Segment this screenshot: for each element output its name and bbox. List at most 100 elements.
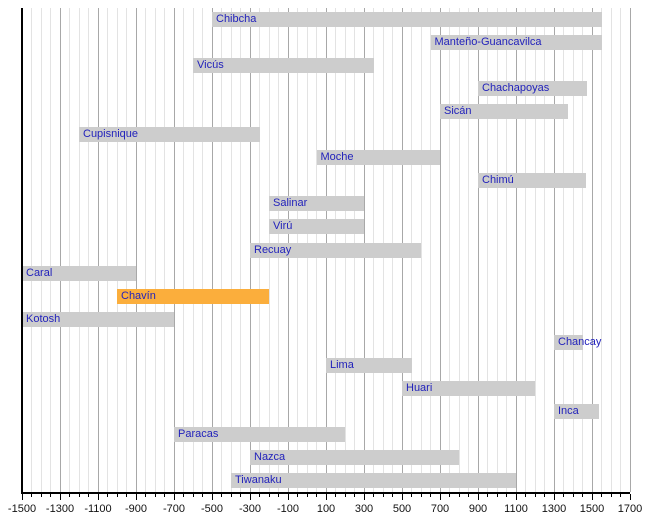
axis-tick-minor bbox=[430, 494, 431, 497]
axis-tick-label: -500 bbox=[200, 503, 224, 515]
gridline-minor bbox=[563, 8, 564, 492]
y-axis-line bbox=[21, 8, 23, 494]
axis-tick-label: -1300 bbox=[45, 503, 75, 515]
axis-tick-minor bbox=[50, 494, 51, 497]
axis-tick-minor bbox=[534, 494, 536, 497]
culture-label-chavi-n[interactable]: Chavín bbox=[121, 289, 156, 302]
culture-label-tiwanaku[interactable]: Tiwanaku bbox=[235, 473, 282, 486]
axis-tick-minor bbox=[297, 494, 298, 497]
gridline-minor bbox=[154, 8, 156, 492]
timeline-bar-kotosh: Kotosh bbox=[22, 311, 174, 327]
gridline-minor bbox=[496, 8, 498, 492]
axis-tick-minor bbox=[335, 494, 336, 497]
axis-tick-label: 1100 bbox=[504, 503, 528, 515]
timeline-bar-vicu-s: Vicús bbox=[193, 58, 374, 74]
gridline-major bbox=[629, 8, 631, 492]
timeline-bar-lima: Lima bbox=[326, 357, 412, 373]
gridline-major bbox=[211, 8, 213, 492]
axis-tick-minor bbox=[316, 494, 317, 497]
gridline-minor bbox=[458, 8, 460, 492]
axis-tick-minor bbox=[458, 494, 460, 497]
gridline-minor bbox=[221, 8, 222, 492]
gridline-minor bbox=[620, 8, 621, 492]
axis-tick-major bbox=[591, 494, 593, 500]
gridline-minor bbox=[601, 8, 602, 492]
axis-tick-minor bbox=[620, 494, 621, 497]
culture-label-chibcha[interactable]: Chibcha bbox=[216, 13, 257, 26]
culture-label-paracas[interactable]: Paracas bbox=[178, 427, 219, 440]
axis-tick-minor bbox=[202, 494, 203, 497]
axis-tick-minor bbox=[506, 494, 507, 497]
gridline-minor bbox=[487, 8, 488, 492]
axis-tick-minor bbox=[344, 494, 346, 497]
culture-label-cupisnique[interactable]: Cupisnique bbox=[83, 128, 139, 141]
timeline-bar-sica-n: Sicán bbox=[440, 104, 569, 120]
gridline-major bbox=[97, 8, 99, 492]
culture-label-kotosh[interactable]: Kotosh bbox=[26, 312, 61, 325]
gridline-major bbox=[515, 8, 517, 492]
culture-label-lima[interactable]: Lima bbox=[330, 358, 354, 371]
culture-label-moche[interactable]: Moche bbox=[320, 151, 354, 164]
axis-tick-minor bbox=[268, 494, 270, 497]
axis-tick-major bbox=[135, 494, 137, 500]
axis-tick-label: 700 bbox=[430, 503, 450, 515]
axis-tick-minor bbox=[192, 494, 194, 497]
timeline-bar-huari: Huari bbox=[402, 380, 535, 396]
gridline-minor bbox=[534, 8, 536, 492]
gridline-minor bbox=[50, 8, 51, 492]
culture-label-manten-o-guancavilca[interactable]: Manteño-Guancavilca bbox=[434, 36, 542, 49]
culture-label-sica-n[interactable]: Sicán bbox=[444, 105, 472, 118]
gridline-minor bbox=[164, 8, 165, 492]
axis-tick-minor bbox=[116, 494, 118, 497]
culture-label-inca[interactable]: Inca bbox=[558, 404, 579, 417]
axis-tick-label: -100 bbox=[276, 503, 300, 515]
culture-label-nazca[interactable]: Nazca bbox=[254, 450, 286, 463]
axis-tick-major bbox=[439, 494, 441, 500]
axis-tick-minor bbox=[610, 494, 612, 497]
axis-tick-label: 900 bbox=[468, 503, 488, 515]
axis-tick-major bbox=[59, 494, 61, 500]
culture-label-huari[interactable]: Huari bbox=[406, 381, 433, 394]
culture-label-caral[interactable]: Caral bbox=[26, 266, 53, 279]
axis-tick-minor bbox=[306, 494, 308, 497]
axis-tick-minor bbox=[145, 494, 146, 497]
timeline-bar-viru: Virú bbox=[269, 219, 364, 235]
axis-tick-major bbox=[249, 494, 251, 500]
axis-tick-minor bbox=[582, 494, 583, 497]
culture-label-chachapoyas[interactable]: Chachapoyas bbox=[482, 82, 550, 95]
gridline-minor bbox=[31, 8, 32, 492]
timeline-bar-chibcha: Chibcha bbox=[212, 12, 602, 28]
axis-tick-minor bbox=[240, 494, 241, 497]
gridline-major bbox=[59, 8, 61, 492]
timeline-bar-paracas: Paracas bbox=[174, 426, 345, 442]
axis-tick-label: 500 bbox=[392, 503, 412, 515]
axis-tick-minor bbox=[487, 494, 488, 497]
culture-label-viru[interactable]: Virú bbox=[273, 220, 293, 233]
gridline-minor bbox=[202, 8, 203, 492]
axis-tick-label: 1300 bbox=[541, 503, 567, 515]
gridline-minor bbox=[449, 8, 450, 492]
axis-tick-minor bbox=[278, 494, 279, 497]
culture-label-recuay[interactable]: Recuay bbox=[254, 243, 292, 256]
axis-tick-minor bbox=[449, 494, 450, 497]
gridline-major bbox=[135, 8, 137, 492]
culture-label-chancay[interactable]: Chancay bbox=[558, 335, 602, 348]
timeline-bar-salinar: Salinar bbox=[269, 196, 364, 212]
gridline-minor bbox=[88, 8, 89, 492]
axis-tick-minor bbox=[373, 494, 374, 497]
axis-tick-minor bbox=[420, 494, 422, 497]
culture-label-vicu-s[interactable]: Vicús bbox=[197, 59, 224, 72]
timeline-bar-tiwanaku: Tiwanaku bbox=[231, 472, 516, 488]
axis-tick-major bbox=[477, 494, 479, 500]
axis-tick-minor bbox=[544, 494, 545, 497]
axis-tick-major bbox=[401, 494, 403, 500]
culture-label-salinar[interactable]: Salinar bbox=[273, 197, 308, 210]
culture-label-chimu[interactable]: Chimú bbox=[482, 174, 514, 187]
gridline-minor bbox=[126, 8, 127, 492]
axis-tick-major bbox=[553, 494, 555, 500]
axis-tick-label: 100 bbox=[316, 503, 336, 515]
gridline-minor bbox=[69, 8, 70, 492]
timeline-bar-recuay: Recuay bbox=[250, 242, 421, 258]
axis-tick-major bbox=[97, 494, 99, 500]
axis-tick-label: -1100 bbox=[84, 503, 112, 515]
